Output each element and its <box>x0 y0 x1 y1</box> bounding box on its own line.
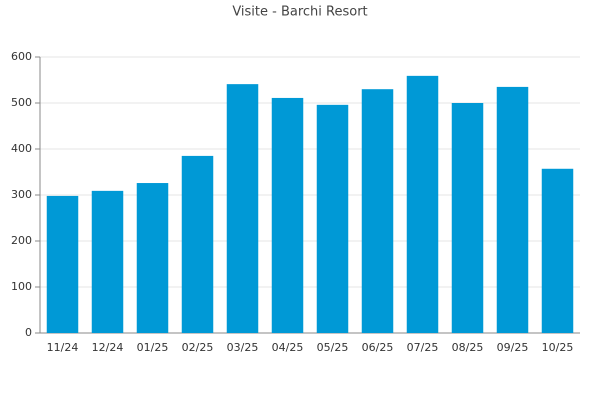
bar <box>496 86 529 334</box>
bar <box>271 97 304 333</box>
x-tick-label: 10/25 <box>542 341 574 354</box>
x-tick-label: 12/24 <box>92 341 124 354</box>
y-tick-label: 300 <box>11 188 32 201</box>
y-tick-label: 200 <box>11 234 32 247</box>
y-tick-label: 600 <box>11 50 32 63</box>
bar <box>181 155 214 333</box>
bar <box>46 195 79 333</box>
bar <box>91 190 124 333</box>
chart-title: Visite - Barchi Resort <box>232 5 367 20</box>
y-tick-label: 100 <box>11 280 32 293</box>
x-tick-label: 08/25 <box>452 341 484 354</box>
bar <box>316 104 349 333</box>
bar <box>406 75 439 334</box>
x-tick-label: 09/25 <box>497 341 529 354</box>
bar <box>541 168 574 333</box>
y-tick-label: 500 <box>11 96 32 109</box>
bar <box>226 84 259 333</box>
x-tick-label: 11/24 <box>47 341 79 354</box>
x-tick-label: 05/25 <box>317 341 349 354</box>
x-tick-label: 07/25 <box>407 341 439 354</box>
y-tick-label: 400 <box>11 142 32 155</box>
x-tick-label: 03/25 <box>227 341 259 354</box>
bar <box>451 103 484 333</box>
x-tick-label: 02/25 <box>182 341 214 354</box>
x-tick-label: 01/25 <box>137 341 169 354</box>
y-tick-label: 0 <box>25 326 32 339</box>
x-tick-label: 06/25 <box>362 341 394 354</box>
bar <box>136 183 169 333</box>
x-tick-label: 04/25 <box>272 341 304 354</box>
bar <box>361 89 394 333</box>
